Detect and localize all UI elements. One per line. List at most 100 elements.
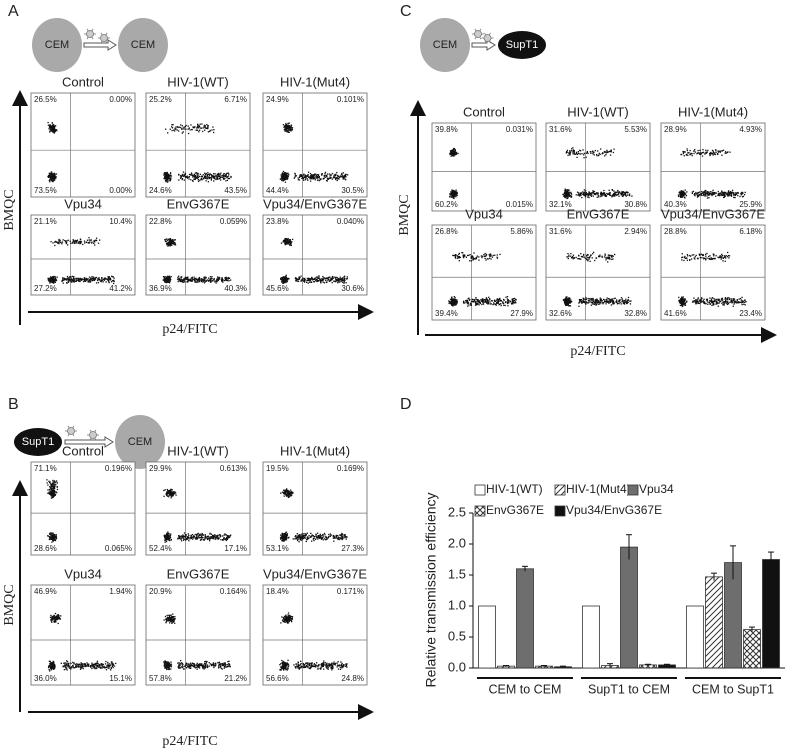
cell-event [286, 617, 289, 620]
cell-event [312, 177, 315, 180]
cell-event [345, 536, 347, 538]
cell-event [336, 174, 339, 177]
cell-event [165, 173, 167, 175]
cell-event [282, 239, 285, 242]
cell-event [207, 535, 209, 537]
cell-event [174, 491, 176, 493]
cell-event [282, 666, 284, 669]
cell-event [209, 663, 212, 665]
cell-event [210, 664, 213, 667]
cell-event [281, 619, 284, 621]
cell-event [279, 278, 282, 280]
cell-event [299, 276, 301, 279]
cell-event [606, 151, 608, 154]
cell-event [190, 536, 192, 538]
cell-event [165, 619, 168, 621]
cell-event [290, 495, 292, 497]
cell-event [113, 665, 116, 667]
virus-spike [474, 36, 477, 40]
cell-event [229, 665, 231, 667]
cell-event [290, 617, 292, 620]
cell-event [170, 663, 172, 665]
cell-event [452, 149, 454, 151]
cell-event [330, 663, 332, 666]
cell-event [306, 277, 309, 280]
cell-event [609, 154, 612, 156]
cell-event [286, 489, 288, 492]
cell-event [52, 616, 55, 619]
cell-event [323, 536, 325, 538]
cell-event [51, 496, 54, 498]
virus-spike [479, 36, 482, 40]
cell-event [291, 238, 294, 241]
cell-event [313, 176, 315, 178]
cell-event [213, 663, 215, 665]
cell-event [454, 151, 456, 153]
cell-event [289, 494, 291, 496]
quadrant-percent: 29.9% [149, 464, 172, 473]
cell-event [93, 242, 95, 245]
cell-event [281, 277, 283, 279]
cell [118, 18, 168, 72]
cell-event [184, 276, 186, 278]
cell-event [52, 532, 54, 534]
cell-event [58, 241, 60, 243]
cell-event [571, 148, 573, 150]
cell-event [54, 281, 57, 284]
cell-event [165, 618, 168, 620]
cell-event [281, 176, 284, 178]
cell-event [203, 282, 206, 284]
cell-event [321, 537, 324, 539]
cell-event [84, 280, 86, 283]
cell-event [179, 538, 182, 540]
cell-event [50, 495, 52, 497]
cell-event [178, 666, 180, 668]
cell-event [336, 666, 338, 668]
cell-event [310, 174, 312, 177]
cell-event [52, 664, 54, 667]
cell-event [222, 177, 225, 179]
cell-event [166, 620, 168, 622]
cell-event [98, 239, 101, 241]
cell-event [172, 621, 174, 624]
cell-event [224, 533, 226, 535]
cell-event [205, 180, 207, 182]
cell-event [77, 279, 80, 281]
cell-event [51, 176, 53, 178]
cell-event [90, 239, 92, 241]
cell-event [165, 661, 168, 663]
cell-event [301, 534, 303, 536]
cell-event [91, 662, 93, 664]
cell-event [192, 278, 194, 280]
cell-event [168, 175, 170, 177]
cell-event [168, 666, 170, 668]
cell-event [167, 620, 170, 622]
cell-event [164, 615, 167, 618]
cell-event [49, 131, 51, 133]
cell-event [54, 129, 57, 131]
cell-event [452, 148, 455, 151]
cell-event [317, 173, 319, 176]
cell-event [285, 538, 288, 540]
quadrant-percent: 73.5% [34, 186, 57, 195]
cell-event [449, 150, 452, 152]
cell-event [218, 537, 220, 539]
cell-event [297, 663, 299, 665]
plot-frame [30, 461, 136, 556]
plot-frame [431, 122, 537, 212]
cell-event [613, 148, 615, 150]
cell-event [202, 537, 204, 539]
cell-event [51, 491, 54, 493]
cell-event [286, 662, 288, 664]
cell-event [53, 481, 55, 483]
cell-event [205, 663, 207, 665]
cell-event [183, 279, 185, 281]
cell-event [47, 176, 49, 178]
cell-event [346, 276, 348, 278]
cell-event [53, 665, 55, 667]
cell-event [176, 278, 179, 280]
cell-event [284, 538, 287, 540]
cell-event [318, 179, 321, 182]
cell-event [217, 665, 220, 667]
cell-event [329, 533, 332, 535]
